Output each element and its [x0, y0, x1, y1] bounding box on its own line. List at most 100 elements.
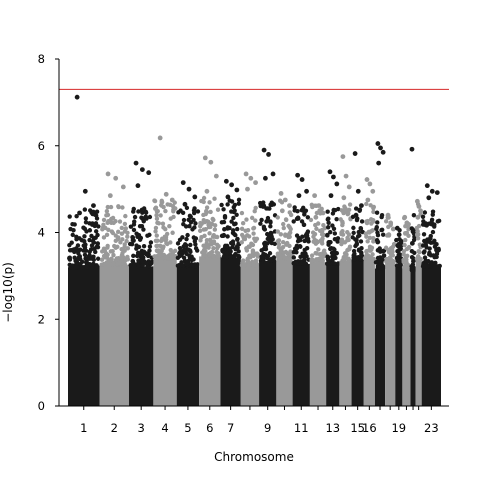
- chromosome-5-point: [178, 208, 183, 213]
- chromosome-13-point: [335, 261, 341, 266]
- chromosome-16-bulk: [363, 258, 375, 406]
- chromosome-10-point: [284, 241, 290, 246]
- chromosome-5-point: [185, 232, 190, 238]
- chromosome-16-point: [366, 229, 371, 235]
- chromosome-23-point: [422, 210, 428, 215]
- chromosome-13-point: [325, 225, 331, 230]
- chromosome-11-point: [305, 215, 311, 220]
- chromosome-12-point: [316, 247, 321, 252]
- y-tick-label: 0: [38, 399, 45, 413]
- chromosome-23-point: [433, 260, 438, 266]
- chromosome-5-point: [193, 221, 198, 226]
- chromosome-8-point: [239, 210, 245, 216]
- x-tick-label: 3: [138, 421, 145, 435]
- chromosome-7-point: [224, 254, 230, 260]
- chromosome-1-point: [82, 207, 88, 212]
- chromosome-12-point: [319, 238, 325, 243]
- chromosome-1-point: [92, 223, 97, 229]
- chromosome-3-point: [143, 210, 149, 215]
- chromosome-13-point: [330, 257, 335, 262]
- chromosome-22-top-point: [415, 214, 421, 220]
- chromosome-23-point: [420, 222, 426, 227]
- chromosome-7-point: [232, 208, 237, 213]
- chromosome-1-point: [83, 242, 88, 247]
- chromosome-6-point: [198, 220, 203, 226]
- chromosome-9-point: [265, 206, 271, 211]
- chromosome-9-top-point: [261, 147, 267, 153]
- chromosome-3-point: [134, 253, 140, 259]
- chromosome-5-top-point: [182, 201, 188, 207]
- chromosome-7-point: [235, 237, 240, 242]
- chromosome-12-point: [322, 248, 327, 253]
- chromosome-11-point: [291, 255, 296, 260]
- chromosome-9-bulk: [259, 260, 277, 406]
- chromosome-15-top-point: [353, 212, 359, 218]
- chromosome-7-point: [234, 212, 239, 217]
- chromosome-4-top-point: [169, 197, 175, 203]
- chromosome-17-point: [373, 260, 379, 265]
- chromosome-16-point: [364, 248, 369, 254]
- chromosome-1-point: [83, 216, 89, 221]
- chromosome-2-point: [122, 221, 128, 227]
- chromosome-12-point: [320, 232, 325, 237]
- chromosome-4-point: [153, 238, 159, 244]
- chromosome-12-top-point: [320, 210, 326, 216]
- chromosome-17-point: [378, 255, 383, 260]
- chromosome-2-point: [109, 229, 115, 234]
- chromosome-13-point: [331, 246, 336, 251]
- chromosome-4-points: [152, 135, 178, 406]
- chromosome-1-point: [76, 255, 82, 261]
- chromosome-1-point: [73, 258, 78, 263]
- chromosome-12-point: [312, 237, 317, 243]
- chromosome-1-point: [95, 241, 100, 246]
- chromosome-8-point: [251, 262, 256, 268]
- chromosome-20-point: [406, 233, 411, 239]
- chromosome-10-point: [280, 239, 286, 245]
- chromosome-18-point: [389, 247, 395, 253]
- chromosome-22-point: [414, 225, 419, 231]
- chromosome-6-top-point: [213, 173, 219, 179]
- chromosome-2-point: [101, 246, 107, 251]
- chromosome-8-point: [242, 236, 248, 242]
- chromosome-11-point: [294, 233, 300, 238]
- chromosome-16-point: [365, 239, 370, 244]
- chromosome-2-point: [110, 260, 116, 266]
- chromosome-17-bulk: [374, 268, 386, 406]
- chromosome-2-point: [101, 235, 107, 240]
- x-tick-label: 9: [264, 421, 271, 435]
- chromosome-2-point: [104, 232, 110, 238]
- chromosome-23-top-point: [426, 195, 432, 201]
- chromosome-14-points: [338, 154, 353, 406]
- chromosome-15-point: [354, 217, 360, 223]
- chromosome-4-point: [153, 206, 158, 211]
- chromosome-6-point: [212, 196, 217, 201]
- chromosome-1-point: [94, 209, 100, 214]
- chromosome-12-point: [319, 253, 324, 259]
- chromosome-7-point: [233, 251, 238, 257]
- chromosome-7-point: [223, 244, 229, 249]
- chromosome-7-points: [219, 178, 242, 406]
- chromosome-8-point: [246, 234, 252, 239]
- chromosome-20-top-point: [402, 214, 408, 220]
- chromosome-8-top-point: [243, 171, 249, 177]
- chromosome-4-point: [154, 243, 159, 249]
- chromosome-19-point: [397, 258, 402, 263]
- chromosome-15-point: [354, 242, 359, 247]
- chromosome-19-top-point: [396, 232, 402, 238]
- chromosome-2-point: [122, 248, 127, 253]
- chromosome-23-point: [421, 250, 427, 255]
- chromosome-13-bulk: [326, 263, 340, 406]
- chromosome-21-point: [411, 213, 417, 218]
- chromosome-4-point: [171, 214, 176, 220]
- chromosome-3-point: [147, 248, 152, 253]
- chromosome-16-top-point: [367, 181, 373, 187]
- chromosome-11-point: [301, 205, 306, 211]
- chromosome-23-point: [426, 252, 432, 257]
- chromosome-9-point: [272, 241, 278, 247]
- chromosome-20-bulk: [402, 267, 411, 406]
- chromosome-3-point: [147, 244, 153, 249]
- chromosome-14-point: [347, 246, 352, 252]
- chromosome-16-point: [368, 217, 374, 222]
- chromosome-22-bulk: [415, 260, 422, 406]
- chromosome-5-point: [195, 248, 200, 253]
